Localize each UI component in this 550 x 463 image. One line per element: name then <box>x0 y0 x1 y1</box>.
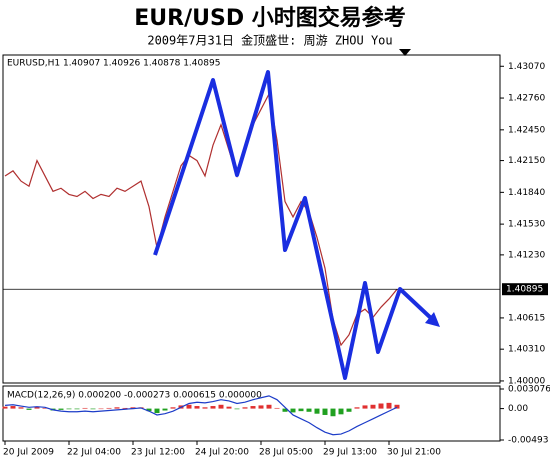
macd-bar <box>202 407 208 409</box>
shift-marker <box>399 49 411 56</box>
macd-bar <box>290 408 296 413</box>
macd-bar <box>322 408 328 415</box>
macd-line <box>4 395 398 436</box>
macd-bar <box>82 407 88 409</box>
macd-bar <box>226 406 232 409</box>
last-price-label: 1.40895 <box>506 285 543 295</box>
macd-bar <box>122 407 128 409</box>
last-price-box <box>502 283 548 296</box>
y-tick-label: 1.40615 <box>508 313 545 323</box>
y-tick-label: 1.41840 <box>508 188 545 198</box>
macd-bar <box>90 408 96 410</box>
y-tick-label: 1.42450 <box>508 125 545 135</box>
macd-bar <box>370 404 376 409</box>
macd-bar <box>162 408 168 411</box>
macd-bar <box>98 408 104 410</box>
macd-bar <box>306 408 312 412</box>
macd-bar <box>258 405 264 409</box>
macd-bar <box>386 402 392 409</box>
macd-bar <box>170 407 176 409</box>
macd-bar <box>34 406 40 409</box>
macd-bar <box>114 407 120 409</box>
macd-bar <box>330 408 336 417</box>
macd-bar <box>146 408 152 412</box>
x-tick-label: 23 Jul 12:00 <box>131 448 185 458</box>
macd-bar <box>42 407 48 409</box>
macd-bar <box>194 406 200 409</box>
macd-y-tick-label: -0.00493 <box>508 436 548 446</box>
macd-bar <box>74 408 80 410</box>
y-tick-label: 1.42150 <box>508 156 545 166</box>
macd-bar <box>10 406 16 409</box>
macd-bar <box>394 404 400 409</box>
x-tick-label: 28 Jul 05:00 <box>259 448 313 458</box>
macd-bar <box>378 403 384 409</box>
x-tick-label: 24 Jul 20:00 <box>195 448 249 458</box>
macd-bar <box>130 407 136 409</box>
macd-bar <box>250 406 256 409</box>
y-tick-label: 1.43070 <box>508 62 545 72</box>
macd-bar <box>314 408 320 414</box>
annotation-zigzag <box>153 70 435 380</box>
macd-bar <box>266 404 272 409</box>
x-tick-label: 29 Jul 13:00 <box>323 448 377 458</box>
y-tick-label: 1.42760 <box>508 94 545 104</box>
macd-bar <box>282 408 288 412</box>
x-tick-label: 22 Jul 04:00 <box>67 448 121 458</box>
chart-subtitle: 2009年7月31日 金顶盛世: 周游 ZHOU You <box>147 33 392 48</box>
macd-y-tick-label: 0.003076 <box>508 385 550 395</box>
y-tick-label: 1.40310 <box>508 345 545 355</box>
price-panel <box>2 54 501 384</box>
x-tick-label: 30 Jul 21:00 <box>387 448 441 458</box>
macd-bar <box>26 408 32 410</box>
macd-bar <box>362 405 368 409</box>
macd-bar <box>346 408 352 412</box>
macd-bar <box>186 404 192 409</box>
chart-title: EUR/USD 小时图交易参考 <box>134 5 406 31</box>
macd-bar <box>274 407 280 409</box>
macd-bar <box>154 408 160 414</box>
y-tick-label: 1.40000 <box>508 376 545 386</box>
y-tick-label: 1.41530 <box>508 220 545 230</box>
macd-bar <box>242 407 248 409</box>
macd-bar <box>58 408 64 410</box>
macd-panel <box>2 385 501 442</box>
macd-label: MACD(12,26,9) 0.000200 -0.000273 0.00061… <box>7 391 262 401</box>
macd-bar <box>338 408 344 415</box>
x-tick-label: 20 Jul 2009 <box>3 448 54 458</box>
macd-bar <box>234 408 240 410</box>
annotation-arrowhead <box>425 312 440 327</box>
macd-bar <box>218 404 224 409</box>
macd-bar <box>298 408 304 412</box>
macd-bar <box>354 407 360 409</box>
y-tick-label: 1.41230 <box>508 250 545 260</box>
macd-bar <box>66 408 72 410</box>
macd-y-tick-label: 0.00 <box>508 404 528 414</box>
macd-bar <box>2 406 8 409</box>
macd-bar <box>18 407 24 409</box>
chart-header: EURUSD,H1 1.40907 1.40926 1.40878 1.4089… <box>7 59 220 69</box>
macd-bar <box>106 407 112 409</box>
macd-bar <box>210 406 216 409</box>
